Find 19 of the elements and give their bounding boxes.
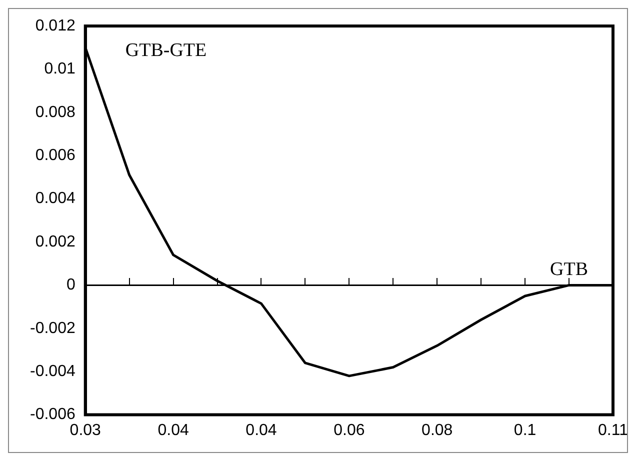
y-tick-label: 0.002 bbox=[35, 233, 76, 250]
y-tick-label: 0.006 bbox=[35, 147, 76, 164]
y-tick-label: 0.004 bbox=[35, 190, 76, 208]
x-tick-label: 0.06 bbox=[334, 422, 365, 439]
y-tick-label: -0.004 bbox=[30, 363, 76, 380]
x-tick-label: 0.04 bbox=[158, 422, 189, 439]
annotation: GTB bbox=[550, 259, 588, 280]
annotation: GTB-GTE bbox=[125, 40, 207, 61]
x-tick-label: 0.03 bbox=[70, 422, 102, 439]
x-tick-label: 0.1 bbox=[514, 422, 536, 439]
x-tick-label: 0.11 bbox=[598, 422, 628, 439]
y-tick-label: 0 bbox=[66, 276, 76, 294]
y-tick-label: -0.002 bbox=[30, 320, 76, 337]
x-tick-label: 0.08 bbox=[422, 422, 453, 439]
y-tick-label: -0.006 bbox=[30, 406, 76, 424]
x-tick-label: 0.04 bbox=[246, 422, 277, 439]
y-tick-label: 0.012 bbox=[35, 17, 76, 34]
y-tick-label: 0.008 bbox=[35, 104, 76, 121]
y-tick-label: 0.01 bbox=[44, 60, 76, 78]
